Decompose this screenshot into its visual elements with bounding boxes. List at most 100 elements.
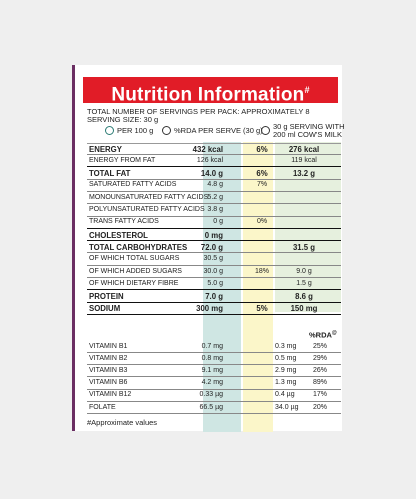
per100-column-bg — [203, 142, 241, 432]
vitamin-label: VITAMIN B12 — [89, 391, 132, 399]
per100-value: 7.0 g — [205, 292, 223, 302]
vitamin-rda-percent: 29% — [312, 354, 327, 362]
vitamin-rda-percent: 17% — [312, 391, 327, 399]
per100-value: 0 g — [213, 218, 223, 226]
vitamin-label: VITAMIN B1 — [89, 342, 128, 350]
vitamin-label: VITAMIN B6 — [89, 379, 128, 387]
per100-value: 72.0 g — [200, 242, 223, 252]
vitamin-row: VITAMIN B12 0.33 µg 0.4 µg 17% — [87, 390, 341, 402]
vitamin-per100: 9.1 mg — [201, 366, 223, 374]
nutrient-label: OF WHICH DIETARY FIBRE — [89, 279, 179, 287]
legend-milk-line1: 30 g SERVING WITH — [273, 122, 345, 131]
vitamin-per100: 0.8 mg — [201, 354, 223, 362]
milk-value: 276 kcal — [288, 144, 320, 154]
nutrient-row: POLYUNSATURATED FATTY ACIDS 3.8 g — [87, 205, 341, 217]
milk-value: 13.2 g — [292, 169, 316, 179]
milk-value: 31.5 g — [292, 242, 316, 252]
rda-value: 18% — [254, 267, 269, 275]
nutrient-row: SATURATED FATTY ACIDS 4.8 g 7% — [87, 180, 341, 192]
milk-value: 9.0 g — [296, 267, 312, 275]
nutrient-label: ENERGY FROM FAT — [89, 156, 156, 164]
rda-value: 6% — [256, 169, 268, 179]
nutrient-label: OF WHICH TOTAL SUGARS — [89, 255, 180, 263]
nutrition-title: Nutrition Information# — [83, 77, 338, 105]
per100-value: 126 kcal — [196, 156, 223, 164]
vitamin-amount: 0.3 mg — [275, 342, 297, 350]
nutrient-row: ENERGY 432 kcal 6% 276 kcal — [87, 143, 341, 155]
milk-value: 1.5 g — [296, 279, 312, 287]
serving-size: SERVING SIZE: 30 g — [87, 115, 159, 124]
rda-value: 0% — [256, 218, 268, 226]
rda-legend-circle — [162, 126, 171, 135]
vitamin-row: FOLATE 66.5 µg 34.0 µg 20% — [87, 402, 341, 414]
nutrient-row: TOTAL CARBOHYDRATES 72.0 g 31.5 g — [87, 241, 341, 254]
nutrient-label: TOTAL FAT — [89, 169, 131, 179]
nutrient-label: SODIUM — [89, 304, 121, 314]
per100-value: 0 mg — [204, 230, 223, 240]
table-top-rule — [87, 143, 341, 144]
nutrient-row: PROTEIN 7.0 g 8.6 g — [87, 291, 341, 303]
nutrient-label: SATURATED FATTY ACIDS — [89, 181, 177, 189]
milk-legend-circle — [261, 126, 270, 135]
per100-legend-circle — [105, 126, 114, 135]
vitamin-row: VITAMIN B1 0.7 mg 0.3 mg 25% — [87, 341, 341, 353]
per100-value: 5.0 g — [207, 279, 223, 287]
title-footnote-mark: # — [304, 85, 310, 95]
per100-value: 3.8 g — [207, 206, 223, 213]
vitamin-label: VITAMIN B2 — [89, 354, 128, 362]
per100-value: 30.0 g — [203, 267, 223, 275]
nutrient-row: CHOLESTEROL 0 mg — [87, 229, 341, 242]
rda-header: %RDA@ — [309, 330, 337, 340]
rda-value: 7% — [256, 181, 268, 189]
per100-value: 14.0 g — [200, 169, 223, 179]
vitamin-row: VITAMIN B6 4.2 mg 1.3 mg 89% — [87, 378, 341, 390]
vitamin-amount: 0.4 µg — [275, 391, 295, 399]
vitamin-label: VITAMIN B3 — [89, 366, 128, 374]
vitamin-amount: 0.5 mg — [275, 354, 297, 362]
nutrient-row: MONOUNSATURATED FATTY ACIDS 5.2 g — [87, 192, 341, 205]
nutrient-label: TOTAL CARBOHYDRATES — [89, 242, 188, 252]
vitamin-per100: 4.2 mg — [201, 379, 223, 387]
nutrient-label: ENERGY — [89, 144, 122, 154]
per100-value: 4.8 g — [207, 181, 223, 189]
per100-value: 300 mg — [196, 304, 223, 314]
per100-value: 432 kcal — [192, 144, 223, 154]
vitamin-amount: 34.0 µg — [275, 403, 299, 411]
nutrient-row: OF WHICH ADDED SUGARS 30.0 g 18% 9.0 g — [87, 266, 341, 278]
nutrient-row: TRANS FATTY ACIDS 0 g 0% — [87, 217, 341, 229]
vitamin-per100: 0.33 µg — [199, 391, 224, 399]
legend-rda: %RDA PER SERVE (30 g) — [174, 126, 263, 135]
nutrition-panel: Nutrition Information# TOTAL NUMBER OF S… — [72, 65, 345, 432]
nutrient-label: MONOUNSATURATED FATTY ACIDS — [89, 193, 209, 201]
vitamin-row: VITAMIN B2 0.8 mg 0.5 mg 29% — [87, 353, 341, 366]
per100-value: 30.5 g — [203, 255, 223, 263]
milk-value: 8.6 g — [295, 292, 313, 302]
vitamin-rda-percent: 25% — [312, 342, 327, 350]
milk-value: 150 mg — [290, 304, 318, 314]
nutrient-label: POLYUNSATURATED FATTY ACIDS — [89, 206, 205, 213]
rda-column-bg — [243, 142, 273, 432]
milk-column-bg — [275, 142, 341, 312]
vitamin-rda-percent: 20% — [312, 403, 327, 411]
vitamin-rda-percent: 89% — [312, 379, 327, 387]
vitamin-label: FOLATE — [89, 403, 116, 411]
rda-value: 6% — [256, 144, 268, 154]
rda-header-mark: @ — [331, 330, 337, 336]
nutrient-label: OF WHICH ADDED SUGARS — [89, 267, 182, 275]
legend-milk-line2: 200 ml COW'S MILK — [273, 130, 342, 139]
vitamin-amount: 1.3 mg — [275, 379, 297, 387]
vitamin-rda-percent: 26% — [312, 366, 327, 374]
milk-value: 119 kcal — [291, 156, 317, 164]
footnote: #Approximate values — [87, 418, 158, 427]
legend-per100: PER 100 g — [117, 126, 154, 135]
nutrient-label: CHOLESTEROL — [89, 230, 148, 240]
vitamin-per100: 66.5 µg — [199, 403, 224, 411]
servings-per-pack: TOTAL NUMBER OF SERVINGS PER PACK: APPRO… — [87, 107, 310, 116]
vitamin-row: VITAMIN B3 9.1 mg 2.9 mg 26% — [87, 365, 341, 378]
nutrient-row: TOTAL FAT 14.0 g 6% 13.2 g — [87, 168, 341, 180]
nutrient-row: SODIUM 300 mg 5% 150 mg — [87, 303, 341, 315]
per100-value: 5.2 g — [207, 193, 223, 201]
nutrient-row: OF WHICH TOTAL SUGARS 30.5 g — [87, 254, 341, 266]
rda-value: 5% — [256, 304, 268, 314]
vitamin-per100: 0.7 mg — [201, 342, 223, 350]
